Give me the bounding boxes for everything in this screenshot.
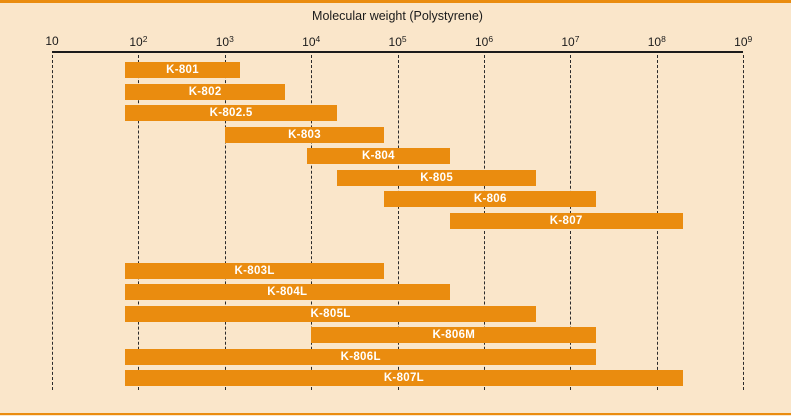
gridline bbox=[397, 55, 399, 390]
mw-range-bar-k-805: K-805 bbox=[337, 169, 536, 186]
mw-range-bar-k-804: K-804 bbox=[307, 148, 450, 164]
gridline bbox=[743, 55, 745, 390]
top-border-rule bbox=[0, 0, 791, 3]
mw-range-bar-k-804l: K-804L bbox=[125, 284, 450, 300]
gridline bbox=[311, 55, 313, 390]
x-axis-tick-label: 104 bbox=[302, 34, 321, 49]
mw-range-bar-k-806m: K-806M bbox=[311, 327, 597, 343]
x-axis-tick-label: 10 bbox=[45, 34, 59, 48]
bottom-border-rule bbox=[0, 412, 791, 415]
bar-label: K-803L bbox=[234, 264, 275, 277]
x-axis-tick-label: 102 bbox=[129, 34, 148, 49]
bar-label: K-802.5 bbox=[209, 107, 253, 119]
gridline bbox=[138, 55, 140, 390]
x-axis-tick-label: 106 bbox=[474, 34, 494, 49]
mw-range-bar-k-807l: K-807L bbox=[125, 370, 683, 386]
bar-label: K-807L bbox=[383, 372, 424, 384]
mw-range-bar-k-802: K-802 bbox=[125, 83, 286, 100]
bar-label: K-804L bbox=[267, 286, 308, 298]
bar-label: K-802 bbox=[188, 85, 222, 98]
mw-range-bar-k-803l: K-803L bbox=[125, 262, 385, 279]
bar-label: K-807 bbox=[549, 214, 583, 227]
mw-range-bar-k-803: K-803 bbox=[224, 126, 385, 143]
x-axis-tick-label: 103 bbox=[215, 34, 234, 49]
gridline bbox=[224, 55, 226, 390]
bar-label: K-801 bbox=[166, 64, 199, 76]
chart-title: Molecular weight (Polystyrene) bbox=[312, 9, 483, 23]
bar-label: K-803 bbox=[288, 128, 321, 141]
mw-range-bar-k-806: K-806 bbox=[384, 191, 597, 207]
mw-range-bar-k-802.5: K-802.5 bbox=[125, 105, 338, 121]
mw-range-bar-k-805l: K-805L bbox=[125, 305, 537, 322]
bar-label: K-806 bbox=[473, 193, 507, 205]
mw-range-bar-k-806l: K-806L bbox=[125, 348, 597, 365]
mw-range-bar-k-801: K-801 bbox=[125, 62, 240, 78]
mw-range-bar-k-807: K-807 bbox=[449, 212, 683, 229]
x-axis-tick-label: 105 bbox=[388, 34, 407, 49]
bar-label: K-805L bbox=[310, 307, 351, 320]
x-axis-tick-label: 108 bbox=[647, 34, 666, 49]
bar-label: K-804 bbox=[362, 150, 395, 162]
x-axis-tick-label: 109 bbox=[734, 34, 753, 49]
bar-label: K-806L bbox=[340, 350, 381, 363]
bar-label: K-805 bbox=[420, 171, 454, 184]
gridline bbox=[52, 55, 53, 390]
bar-label: K-806M bbox=[432, 329, 476, 341]
x-axis-line bbox=[52, 51, 744, 53]
x-axis-tick-label: 107 bbox=[561, 34, 580, 49]
